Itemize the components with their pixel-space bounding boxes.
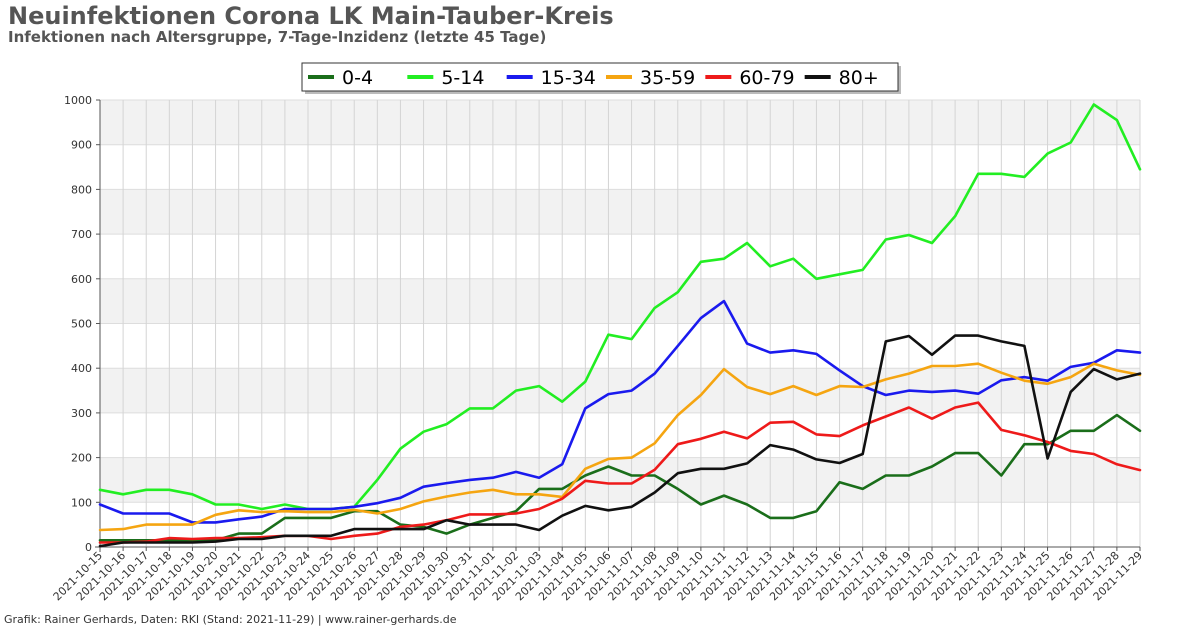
grid-band <box>100 189 1140 235</box>
y-tick-label: 300 <box>71 407 92 420</box>
y-tick-label: 400 <box>71 362 92 375</box>
y-tick-label: 500 <box>71 318 92 331</box>
grid-band <box>100 323 1140 369</box>
chart-title: Neuinfektionen Corona LK Main-Tauber-Kre… <box>8 2 614 30</box>
series-lines <box>98 103 1142 548</box>
legend-label-60-79: 60-79 <box>739 67 794 89</box>
y-tick-label: 100 <box>71 496 92 509</box>
grid-band <box>100 234 1140 279</box>
chart-subtitle: Infektionen nach Altersgruppe, 7-Tage-In… <box>8 28 547 46</box>
legend-label-35-59: 35-59 <box>640 67 695 89</box>
axes <box>95 100 1140 552</box>
legend-label-0-4: 0-4 <box>342 67 373 89</box>
footer-credit: Grafik: Rainer Gerhards, Daten: RKI (Sta… <box>4 613 457 626</box>
series-line-80+ <box>98 334 1142 548</box>
x-axis-ticks: 2021-10-152021-10-162021-10-172021-10-18… <box>51 547 1145 603</box>
grid-band <box>100 144 1140 190</box>
y-axis-ticks: 0 100 200 300 400 500 600 700 800 900 1000 <box>64 94 100 554</box>
y-tick-label: 800 <box>71 183 92 196</box>
grid-lines <box>99 99 1141 548</box>
grid-band <box>100 278 1140 324</box>
legend: 0-4 5-14 15-34 35-59 60-79 80+ <box>301 62 901 94</box>
grid-band <box>100 100 1140 145</box>
y-tick-label: 700 <box>71 228 92 241</box>
y-tick-label: 600 <box>71 273 92 286</box>
y-tick-label: 200 <box>71 452 92 465</box>
legend-label-5-14: 5-14 <box>441 67 484 89</box>
series-line-0-4 <box>98 413 1142 542</box>
legend-box <box>301 62 899 92</box>
series-line-5-14 <box>98 103 1142 511</box>
y-tick-label: 0 <box>85 541 92 554</box>
grid-band <box>100 412 1140 458</box>
y-tick-label: 1000 <box>64 94 92 107</box>
grid-band <box>100 457 1140 503</box>
series-line-35-59 <box>98 362 1142 532</box>
legend-label-15-34: 15-34 <box>541 67 596 89</box>
legend-label-80+: 80+ <box>839 67 879 89</box>
y-tick-label: 900 <box>71 139 92 152</box>
